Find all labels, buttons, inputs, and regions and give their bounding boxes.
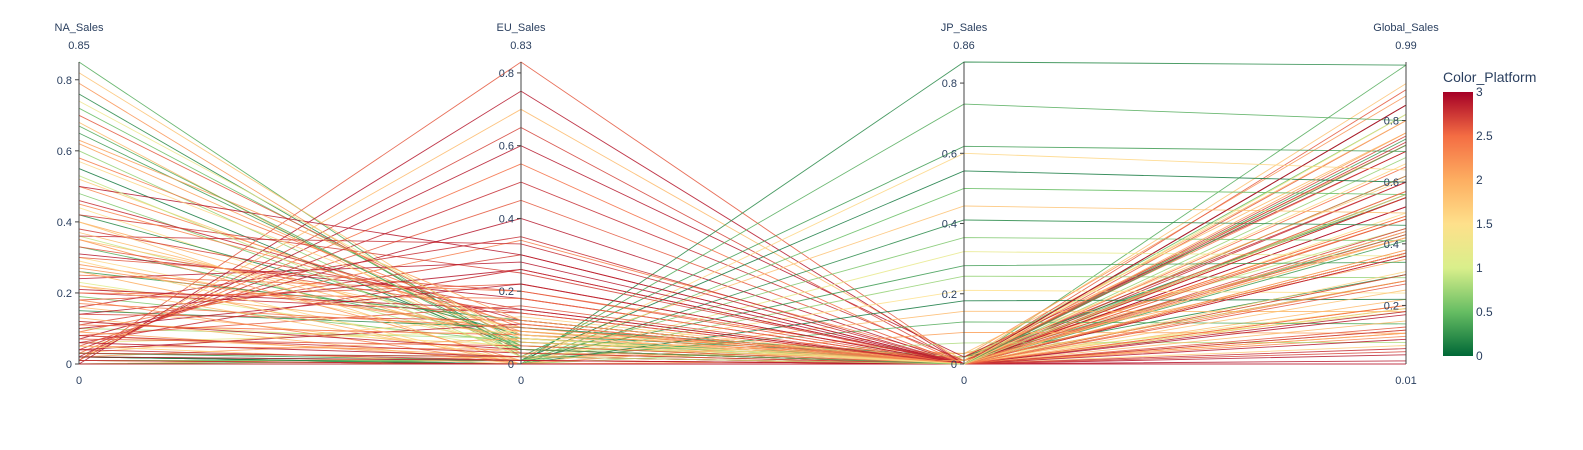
axis-title[interactable]: EU_Sales [497,22,546,34]
axis-na-sales[interactable]: NA_Sales 0.85 00 0.2 0.4 0.6 0.8 [55,22,104,387]
axis-range-min-label: 0 [961,375,967,387]
polyline-record-113 [78,100,1407,365]
axis-tick-label: 0.4 [942,219,957,231]
axis-title[interactable]: JP_Sales [941,22,988,34]
axis-title[interactable]: Global_Sales [1373,22,1439,34]
axis-tick-label: 0.2 [499,286,514,298]
axis-range-min-label: 0.01 [1395,375,1416,387]
axis-tick-label: 0.6 [499,141,514,153]
axis-title[interactable]: NA_Sales [55,22,104,34]
axis-tick-label: 0 [508,359,514,371]
polyline-record-27 [78,215,1407,361]
axis-tick-label: 0.8 [499,68,514,80]
colorbar-title: Color_Platform [1443,69,1536,85]
axis-range-max-label: 0.99 [1395,40,1416,52]
axis-tick-label: 0.4 [499,213,514,225]
colorbar-gradient [1443,92,1473,356]
polyline-record-110 [78,161,1407,365]
polylines-layer [78,61,1407,365]
polyline-record-78 [78,197,1407,365]
polyline-record-81 [78,283,1407,365]
polyline-record-109 [78,175,1407,365]
axis-tick-label: 0.4 [1384,239,1399,251]
axis-tick-label: 0.4 [57,217,72,229]
axis-tick-label: 0 [951,359,957,371]
polyline-record-41 [78,206,1407,365]
axis-tick-label: 0.8 [57,75,72,87]
colorbar-tick-label: 1 [1476,261,1483,275]
axis-tick-label: 0.8 [942,78,957,90]
axis-eu-sales[interactable]: EU_Sales 0.83 00 0.2 0.4 0.6 0.8 [497,22,546,387]
polyline-record-94 [78,329,1407,365]
colorbar-tick-label: 2.5 [1476,129,1493,143]
polyline-record-2 [78,82,1407,358]
colorbar-tick-label: 0 [1476,349,1483,363]
colorbar-tick-label: 0.5 [1476,305,1493,319]
axis-tick-label: 0.2 [1384,300,1399,312]
polyline-record-13 [78,175,1407,365]
polyline-record-74 [78,141,1407,365]
colorbar-tick-label: 1.5 [1476,217,1493,231]
colorbar: Color_Platform 0 0.5 1 1.5 2 2.5 3 [1443,69,1536,363]
colorbar-tick-label: 2 [1476,173,1483,187]
polyline-record-108 [78,190,1407,365]
axis-tick-label: 0 [66,359,72,371]
polyline-record-82 [78,255,1407,365]
axis-tick-label: 0.8 [1384,116,1399,128]
polyline-record-47 [78,163,1407,365]
polyline-record-72 [78,104,1407,365]
polyline-record-107 [78,231,1407,365]
axis-tick-label: 0.6 [57,146,72,158]
polyline-record-97 [78,354,1407,365]
polyline-record-105 [78,252,1407,365]
axis-tick-label: 0.6 [942,148,957,160]
axis-jp-sales[interactable]: JP_Sales 0.86 00 0.2 0.4 0.6 0.8 [941,22,988,387]
polyline-record-103 [78,280,1407,365]
axis-range-max-label: 0.83 [510,40,531,52]
axis-range-min-label: 0 [76,375,82,387]
axis-tick-label: 0.2 [57,288,72,300]
axis-range-max-label: 0.85 [68,40,89,52]
polyline-record-101 [78,326,1407,365]
axis-range-min-label: 0 [518,375,524,387]
axis-tick-label: 0.6 [1384,177,1399,189]
polyline-record-51 [78,108,1407,362]
polyline-record-106 [78,218,1407,365]
axes-layer: NA_Sales0.85000.20.40.60.8EU_Sales0.8300… [55,22,1440,387]
axis-range-max-label: 0.86 [953,40,974,52]
axis-global-sales[interactable]: Global_Sales 0.99 0.01 0.2 0.4 0.6 0.8 [1373,22,1439,387]
axis-tick-label: 0.2 [942,289,957,301]
polyline-record-112 [78,125,1407,365]
polyline-record-67 [78,298,1407,365]
polyline-record-111 [78,132,1407,365]
colorbar-tick-label: 3 [1476,85,1483,99]
